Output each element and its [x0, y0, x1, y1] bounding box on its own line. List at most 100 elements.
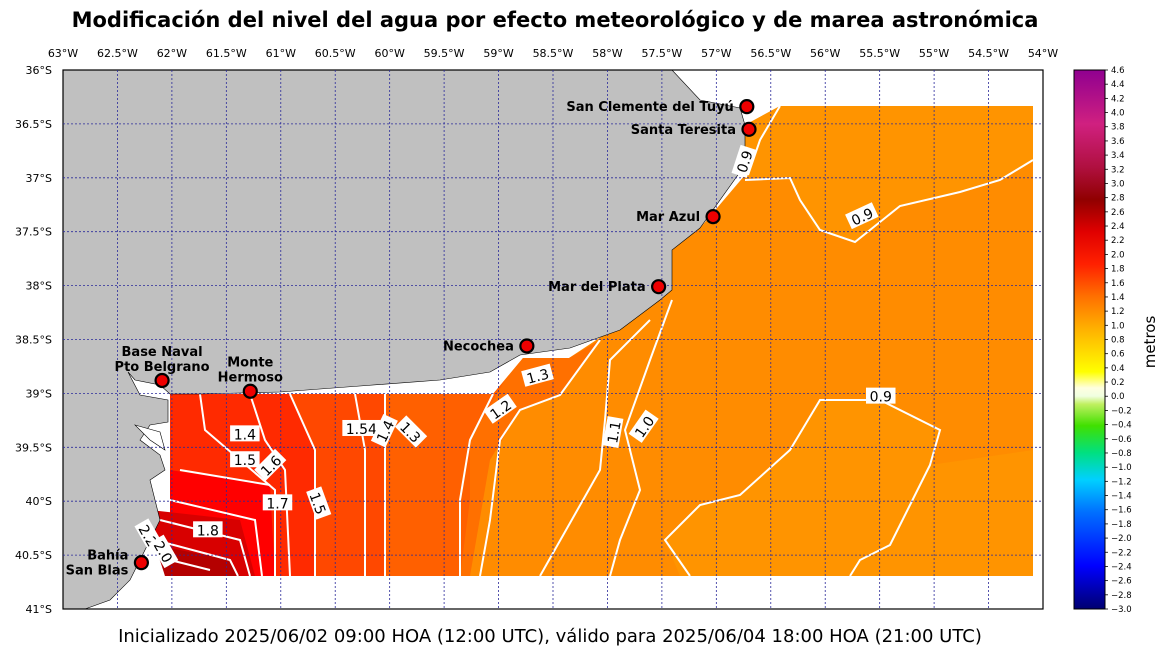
lon-tick-label: 59.5°W [424, 47, 465, 60]
colorbar-tick-label: 2.0 [1111, 250, 1125, 260]
map-title: Modificación del nivel del agua por efec… [71, 8, 1039, 32]
station-name-line: Necochea [443, 339, 514, 354]
contour-label-background [394, 415, 428, 448]
graticule [63, 70, 1043, 609]
lon-tick-label: 57°W [701, 47, 731, 60]
colorbar-tick-label: 0.0 [1111, 392, 1125, 402]
contour-label-background [483, 393, 517, 424]
contour-label-background [521, 363, 554, 387]
colorbar-tick-label: −0.6 [1111, 435, 1132, 445]
contour-label-background [602, 416, 624, 448]
station-marker[interactable] [519, 338, 535, 354]
lon-tick-label: 54°W [1028, 47, 1058, 60]
lat-tick-label: 38.5°S [15, 334, 52, 347]
lon-tick-label: 61°W [266, 47, 296, 60]
station-label: San Clemente del Tuyú [566, 100, 733, 115]
lon-tick-label: 57.5°W [641, 47, 682, 60]
lon-tick-label: 60.5°W [315, 47, 356, 60]
station-marker[interactable] [242, 383, 258, 399]
colorbar-tick-label: −2.0 [1111, 534, 1132, 544]
station-name-line: San Blas [66, 564, 129, 579]
contour-label-background [342, 419, 381, 436]
contour-label-background [230, 451, 260, 468]
contour-label-text: 1.5 [306, 491, 329, 517]
station-name-line: Monte [227, 356, 273, 371]
colorbar-tick-label: 4.0 [1111, 109, 1125, 119]
colorbar-tick-label: 3.2 [1111, 165, 1125, 175]
station-name-line: Bahía [87, 549, 128, 564]
station-name-line: Mar del Plata [548, 280, 646, 295]
station-marker[interactable] [739, 99, 755, 115]
contour-label: 1.8 [193, 521, 223, 539]
lat-tick-label: 39.5°S [15, 441, 52, 454]
station-name-line: Pto Belgrano [115, 360, 210, 375]
station-name-line: San Clemente del Tuyú [566, 100, 733, 115]
colorbar-tick-label: −2.8 [1111, 591, 1132, 601]
colorbar [1073, 69, 1106, 610]
station-label: Mar del Plata [548, 280, 646, 295]
station-name-line: Base Naval [122, 345, 203, 360]
contour-label-text: 1.8 [197, 523, 219, 539]
colorbar-tick-label: 4.2 [1111, 94, 1125, 104]
contour-label: 1.6 [254, 448, 287, 482]
lat-tick-label: 38°S [26, 280, 52, 293]
colorbar-tick-label: 0.2 [1111, 378, 1125, 388]
contour-label-text: 1.4 [234, 427, 256, 443]
station-marker[interactable] [705, 209, 721, 225]
lon-tick-label: 63°W [48, 47, 78, 60]
contour-label: 1.7 [262, 494, 293, 512]
station-marker[interactable] [741, 121, 757, 137]
lon-tick-label: 62.5°W [97, 47, 138, 60]
contour-label-background [193, 521, 223, 538]
colorbar-ticks: 4.6 4.4 4.2 4.0 3.8 3.6 3.4 3.2 3.0 2.8 2.6 2.4 2.2 2… [1105, 66, 1132, 615]
contour-label-background [306, 486, 332, 520]
colorbar-tick-label: −2.4 [1111, 562, 1132, 572]
lon-tick-label: 58°W [592, 47, 622, 60]
station-label: Santa Teresita [631, 123, 736, 138]
station-marker[interactable] [133, 555, 149, 571]
field-zone-09-south [665, 400, 1033, 576]
contour-label-background [731, 144, 756, 178]
lat-tick-label: 37.5°S [15, 226, 52, 239]
station-marker[interactable] [651, 279, 667, 295]
contour-label: 0.9 [866, 387, 896, 406]
contour-label-text: 1.5 [234, 453, 256, 469]
colorbar-tick-label: 1.8 [1111, 265, 1125, 275]
lon-tick-label: 60°W [374, 47, 404, 60]
contour-label-background [254, 448, 287, 482]
lat-tick-label: 39°S [26, 387, 52, 400]
colorbar-tick-label: −3.0 [1111, 605, 1132, 615]
colorbar-tick-label: 3.8 [1111, 123, 1125, 133]
contour-label-background [149, 534, 179, 569]
lon-tick-label: 55°W [919, 47, 949, 60]
colorbar-tick-label: −1.8 [1111, 520, 1132, 530]
colorbar-tick-label: −1.6 [1111, 506, 1132, 516]
colorbar-tick-label: 3.4 [1111, 151, 1125, 161]
colorbar-tick-label: 2.2 [1111, 236, 1125, 246]
contour-label-background [370, 413, 398, 448]
colorbar-tick-label: 3.0 [1111, 179, 1125, 189]
contour-label-text: 1.54 [346, 422, 377, 438]
validity-footer: Inicializado 2025/06/02 09:00 HOA (12:00… [118, 626, 982, 647]
colorbar-tick-label: −2.6 [1111, 577, 1132, 587]
contour-label-text: 0.9 [735, 149, 757, 175]
colorbar-tick-label: 3.6 [1111, 137, 1125, 147]
station-marker[interactable] [154, 372, 170, 389]
colorbar-tick-label: −0.4 [1111, 421, 1132, 431]
lon-tick-label: 55.5°W [859, 47, 900, 60]
colorbar-tick-label: 1.0 [1111, 321, 1125, 331]
coastal-islands [133, 424, 166, 451]
station-label: Necochea [443, 339, 514, 354]
colorbar-tick-label: −2.2 [1111, 548, 1132, 558]
lon-tick-label: 62°W [157, 47, 187, 60]
contour-label-text: 1.3 [525, 367, 551, 388]
colorbar-tick-label: −1.0 [1111, 463, 1132, 473]
lat-tick-label: 41°S [26, 603, 52, 616]
contour-label-text: 1.7 [266, 496, 288, 512]
lat-tick-label: 40.5°S [15, 549, 52, 562]
contour-label-background [845, 202, 879, 230]
contour-labels: 0.90.90.91.31.21.1 1.01.41.5 1.61.7 1.51.81… [134, 144, 896, 569]
lon-tick-label: 61.5°W [206, 47, 247, 60]
